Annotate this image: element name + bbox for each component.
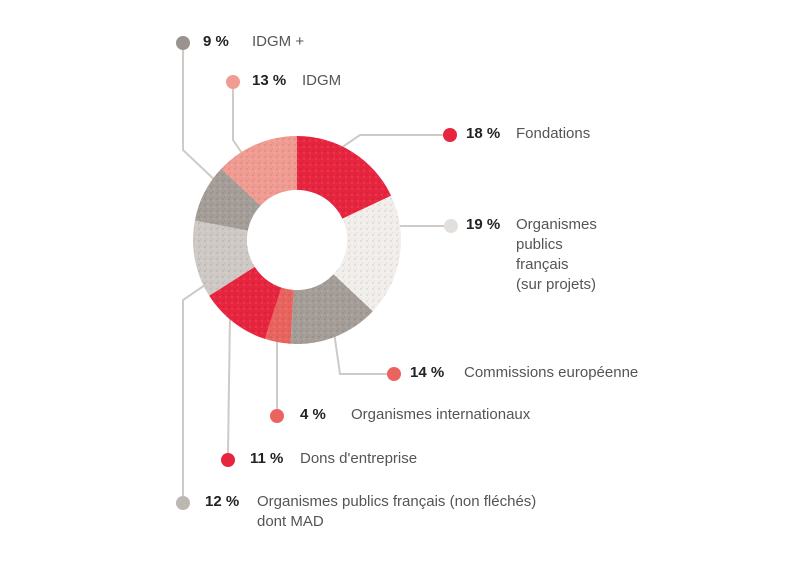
category-label-idgm: IDGM +: [252, 33, 305, 50]
percent-label-idgm: 9 %: [203, 33, 229, 50]
slice-texture-commissions-europeenne: [290, 274, 373, 344]
category-label-line: Organismes: [516, 216, 597, 233]
category-label-commissions-europeenne: Commissions européenne: [464, 364, 639, 381]
percent-label-fondations: 18 %: [466, 125, 501, 142]
leader-line-fondations: [337, 134, 443, 151]
leader-line-organismes-publics-francais-non-fleches-dont-mad: [182, 284, 206, 496]
percent-label-organismes-publics-francais-non-fleches-dont-mad: 12 %: [205, 493, 240, 510]
slice-texture-idgm: [221, 136, 297, 206]
marker-dot-organismes-publics-francais-non-fleches-dont-mad: [176, 496, 190, 510]
marker-dot-idgm: [176, 36, 190, 50]
percent-label-commissions-europeenne: 14 %: [410, 364, 445, 381]
marker-dot-commissions-europeenne: [387, 367, 401, 381]
donut-hole: [247, 190, 347, 290]
percent-label-organismes-internationaux: 4 %: [300, 406, 326, 423]
donut-slices: [193, 136, 402, 344]
marker-dot-fondations: [443, 128, 457, 142]
slice-texture-organismes-publics-francais-sur-projets: [333, 195, 402, 312]
category-label-line: français: [516, 256, 569, 273]
category-label-line: (sur projets): [516, 276, 597, 293]
slice-texture-organismes-publics-francais-non-fleches-dont-mad: [193, 220, 255, 296]
leader-line-idgm: [182, 50, 221, 186]
category-label-line: publics: [516, 236, 563, 253]
leader-line-dons-d-entreprise: [227, 314, 231, 454]
category-label-line: dont MAD: [257, 513, 324, 530]
category-label-fondations: Fondations: [516, 125, 591, 142]
category-label-organismes-internationaux: Organismes internationaux: [351, 406, 531, 423]
marker-dot-organismes-publics-francais-sur-projets: [444, 219, 458, 233]
marker-dot-organismes-internationaux: [270, 409, 284, 423]
category-label-dons-d-entreprise: Dons d'entreprise: [300, 450, 418, 467]
marker-dot-idgm: [226, 75, 240, 89]
percent-label-organismes-publics-francais-sur-projets: 19 %: [466, 216, 501, 233]
slice-texture-organismes-internationaux: [264, 287, 294, 344]
marker-dot-dons-d-entreprise: [221, 453, 235, 467]
slice-texture-dons-d-entreprise: [209, 266, 282, 339]
category-label-organismes-publics-francais-non-fleches-dont-mad: Organismes publics français (non fléchés…: [257, 492, 536, 532]
category-label-organismes-publics-francais-sur-projets: Organismes publics français (sur projets): [516, 215, 597, 295]
percent-label-dons-d-entreprise: 11 %: [250, 450, 284, 467]
slice-texture-fondations: [297, 136, 392, 219]
category-label-line: Organismes publics français (non fléchés…: [257, 493, 537, 510]
category-label-idgm: IDGM: [302, 72, 342, 89]
percent-label-idgm: 13 %: [252, 72, 287, 89]
slice-texture-idgm: [194, 168, 261, 231]
